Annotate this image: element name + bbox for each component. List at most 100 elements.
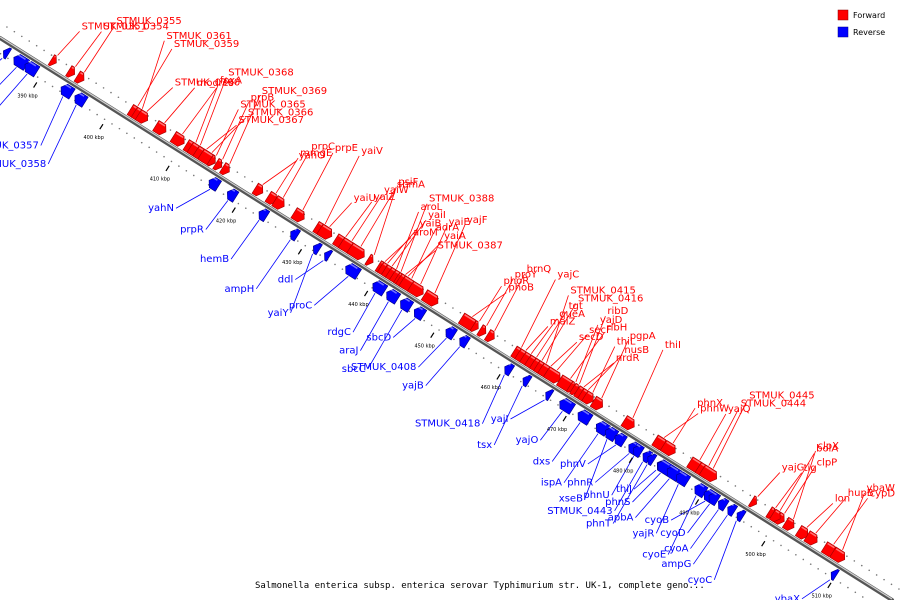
minor-dot — [65, 63, 68, 66]
minor-dot — [512, 376, 515, 378]
gene-shine — [482, 325, 486, 329]
minor-dot — [875, 574, 878, 576]
reverse-gene-label: yahN — [148, 203, 174, 214]
forward-gene-shape — [768, 508, 781, 523]
minor-dot — [319, 254, 321, 256]
reverse-gene — [345, 262, 362, 280]
forward-gene-label: yahO — [299, 151, 325, 162]
minor-dot — [88, 109, 91, 111]
reverse-gene — [24, 60, 41, 78]
minor-dot — [764, 503, 766, 506]
minor-dot — [95, 82, 97, 85]
reverse-gene-shape — [372, 280, 389, 297]
reverse-leader — [0, 73, 28, 106]
gene-shine — [225, 163, 229, 167]
forward-gene-shape — [65, 65, 75, 78]
forward-gene-shape — [406, 280, 424, 298]
minor-dot — [868, 569, 870, 572]
forward-leader — [757, 472, 781, 497]
forward-gene-label: tig — [804, 463, 817, 474]
forward-gene — [134, 109, 149, 124]
forward-leader — [550, 341, 578, 367]
forward-gene-shape — [346, 242, 365, 261]
gene-shine — [706, 488, 713, 493]
reverse-leader — [314, 276, 349, 306]
reverse-gene-label: yaiY — [268, 308, 290, 319]
gene-shine — [158, 121, 166, 127]
reverse-leader — [635, 478, 670, 518]
gene-shine — [562, 397, 572, 404]
reverse-gene-label: prpR — [180, 224, 204, 235]
scale-tick — [827, 582, 832, 589]
forward-leader — [541, 303, 577, 361]
gene-shine — [657, 436, 666, 442]
reverse-leader — [295, 260, 324, 280]
minor-dot — [169, 129, 172, 131]
reverse-gene-label: araJ — [339, 346, 358, 357]
backbone-highlight — [0, 36, 893, 600]
minor-dot — [140, 141, 143, 144]
reverse-leader — [587, 444, 617, 465]
gene-shine — [370, 255, 373, 258]
forward-leader — [588, 354, 623, 391]
reverse-gene-label: xseB — [559, 493, 583, 504]
gene-shine — [211, 176, 218, 181]
forward-gene — [206, 154, 216, 167]
minor-dot — [802, 558, 805, 561]
forward-gene-label: yaiW — [384, 185, 409, 196]
minor-dot — [453, 338, 455, 341]
minor-dot — [653, 465, 656, 467]
gene-shine — [212, 155, 215, 158]
minor-dot — [794, 522, 796, 525]
reverse-gene-shape — [258, 208, 271, 223]
minor-dot — [637, 424, 640, 426]
gene-shine — [383, 263, 387, 267]
gene-shine — [520, 349, 526, 354]
scale-tick — [99, 123, 104, 130]
forward-leader — [842, 492, 865, 551]
scale-ticks: 390 kbp 400 kbp 410 kbp 420 kbp 430 kbp 440 k… — [0, 26, 900, 600]
minor-dot — [853, 560, 856, 562]
gene-shine — [27, 60, 37, 67]
forward-gene — [651, 434, 667, 451]
gene-shine — [730, 503, 734, 507]
minor-dot — [795, 553, 797, 556]
forward-leader — [373, 186, 397, 256]
reverse-leader — [687, 503, 710, 534]
forward-gene-shape — [219, 162, 230, 176]
forward-gene — [212, 157, 223, 171]
reverse-gene-shape — [577, 409, 594, 426]
forward-gene-shape — [829, 546, 846, 563]
forward-gene-shape — [698, 464, 717, 483]
minor-dot — [333, 232, 335, 234]
map-caption: Salmonella enterica subsp. enterica sero… — [255, 581, 705, 591]
minor-dot — [96, 113, 98, 116]
forward-leader — [486, 279, 513, 326]
forward-gene-label: res — [218, 78, 233, 89]
minor-dot — [178, 165, 180, 167]
reverse-gene-shape — [504, 363, 516, 377]
minor-dot — [675, 447, 677, 450]
reverse-gene-label: phnR — [567, 477, 593, 488]
forward-leader — [211, 117, 247, 153]
gene-shine — [833, 568, 836, 571]
gene-shine — [754, 496, 757, 499]
minor-dot — [809, 563, 812, 565]
gene-shine — [692, 458, 702, 465]
forward-leader — [632, 349, 664, 419]
reverse-leader — [205, 200, 229, 230]
gene-shine — [507, 362, 511, 366]
reverse-leaders — [0, 57, 831, 600]
reverse-gene — [400, 297, 415, 313]
gene-shine — [6, 46, 8, 49]
forward-leader — [570, 332, 605, 379]
forward-gene — [476, 324, 487, 337]
forward-leader — [141, 40, 165, 109]
gene-shine — [583, 389, 588, 393]
minor-dot — [200, 179, 203, 181]
reverse-gene-shape — [313, 242, 323, 256]
forward-gene — [483, 329, 495, 343]
forward-leader — [699, 413, 727, 461]
forward-gene — [803, 530, 818, 546]
forward-leader — [601, 341, 629, 399]
